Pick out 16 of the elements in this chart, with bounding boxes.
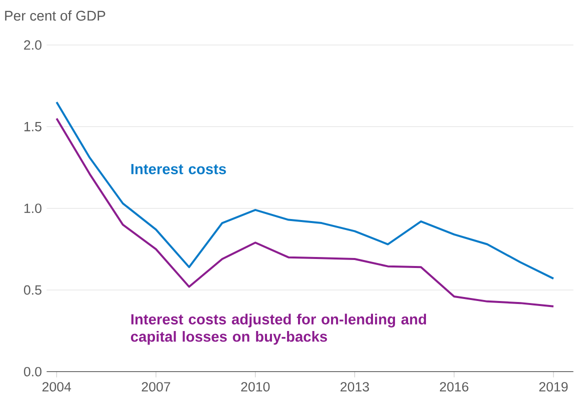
x-tick-label: 2010 (241, 382, 270, 392)
x-tick-label: 2019 (539, 382, 568, 392)
line-series (56, 101, 554, 280)
line-series (56, 118, 554, 308)
y-tick-label: 0.0 (24, 366, 42, 376)
y-tick-label: 1.5 (24, 122, 42, 132)
x-tick-label: 2007 (142, 382, 170, 392)
x-tick-label: 2004 (42, 382, 72, 392)
y-tick-label: 0.5 (24, 285, 42, 295)
text: Interest costs adjusted for on-lending and capital losses on buy-backs (130, 314, 426, 345)
x-tick-label: 2013 (340, 382, 369, 392)
series-label: Interest costs (131, 164, 226, 174)
x-tick-label: 2016 (440, 382, 468, 392)
y-tick-label: 2.0 (24, 40, 42, 50)
y-tick-label: 1.0 (24, 204, 42, 214)
y-axis-title: Per cent of GDP (5, 10, 106, 21)
